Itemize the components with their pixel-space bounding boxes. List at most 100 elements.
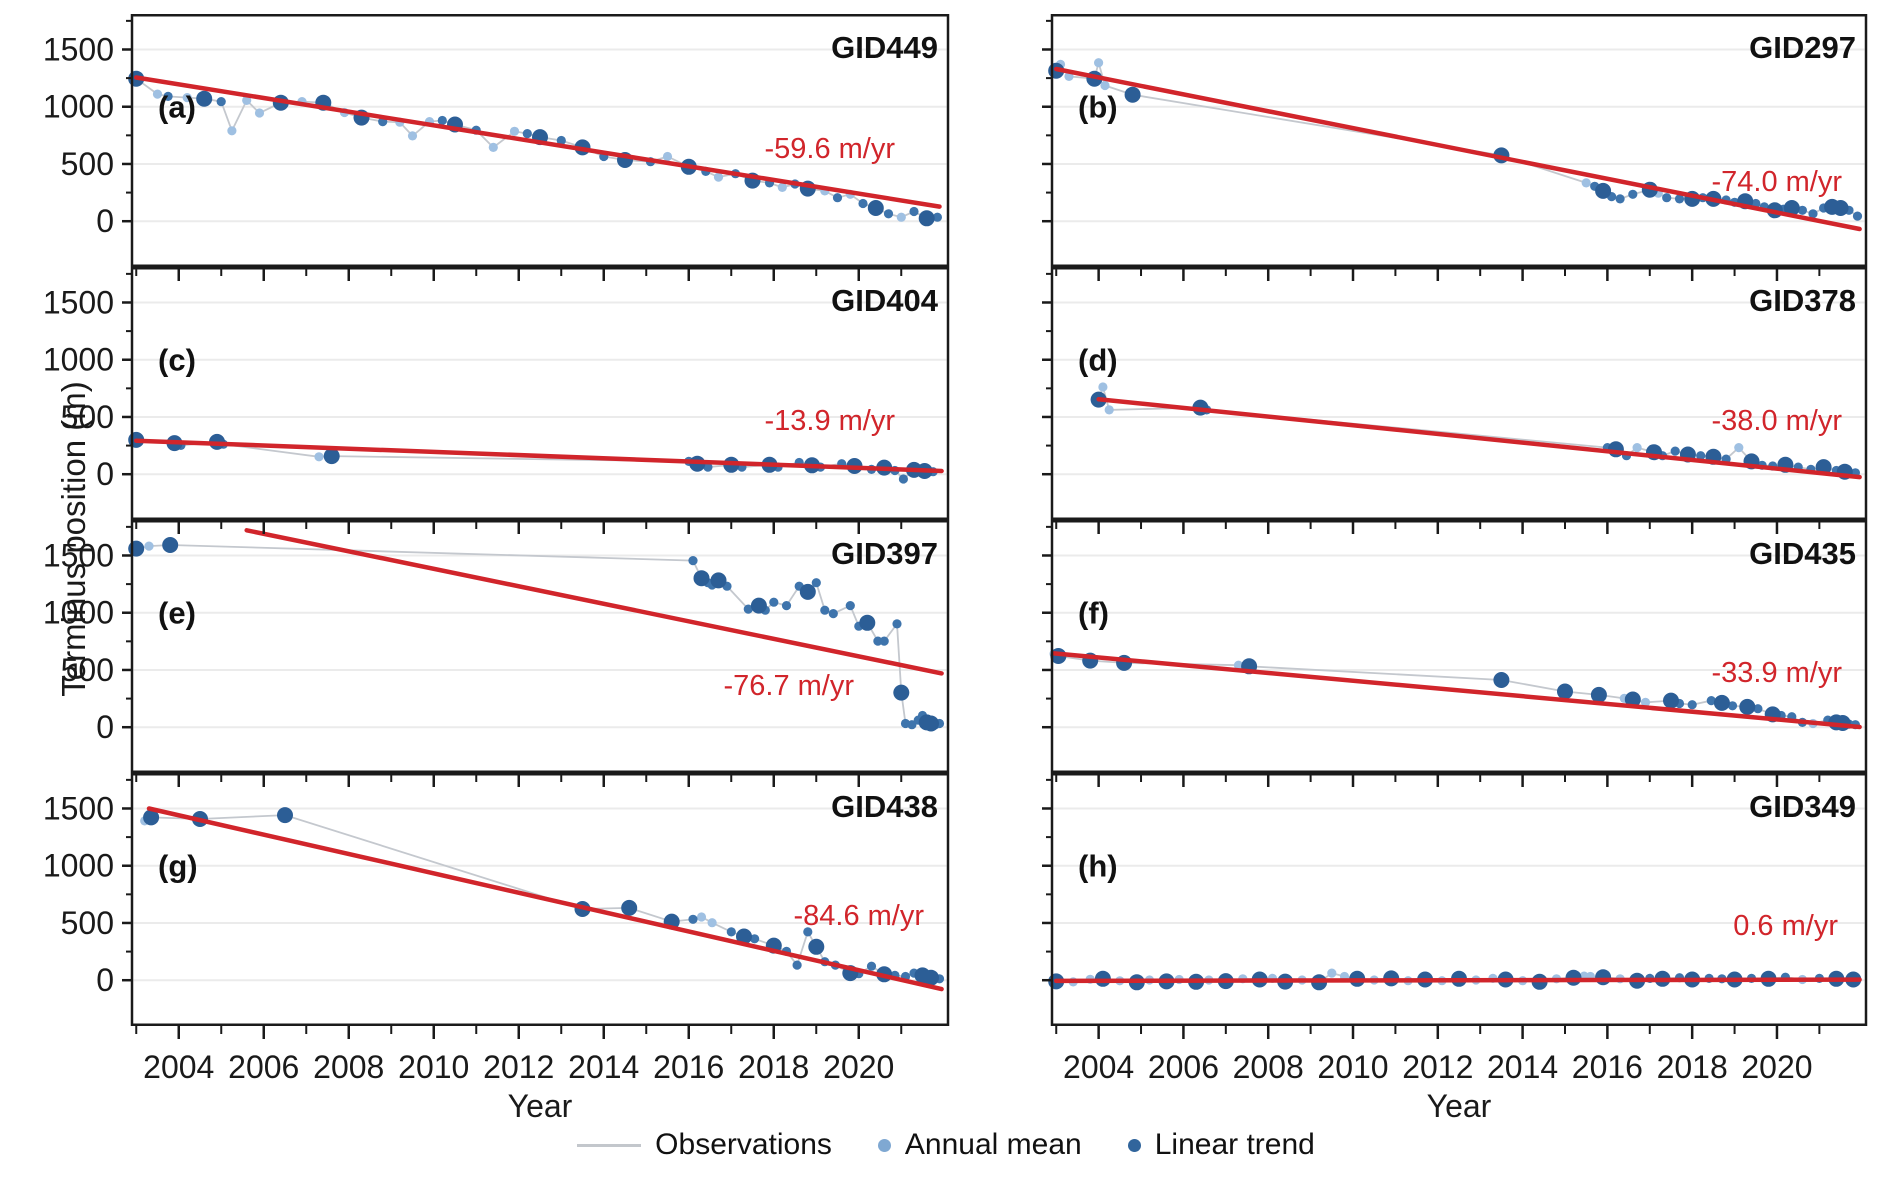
legend-label: Annual mean: [904, 1128, 1082, 1161]
trend-point: [688, 914, 698, 924]
annual-mean-point: [254, 108, 265, 118]
trend-point: [750, 934, 760, 944]
annual-mean-point: [1233, 660, 1244, 670]
trend-point: [726, 927, 736, 937]
annual-mean-point: [1098, 382, 1108, 392]
panel-gid-title: GID438: [831, 789, 938, 824]
panel-gid-title: GID378: [1749, 283, 1856, 318]
annual-mean-point: [182, 93, 192, 103]
trend-point: [743, 604, 753, 614]
annual-mean-point: [152, 89, 163, 99]
trend-point: [1696, 451, 1706, 461]
annual-mean-point: [713, 172, 724, 182]
trend-rate-label: -38.0 m/yr: [1711, 405, 1842, 437]
trend-point: [277, 807, 293, 824]
trend-point: [858, 198, 868, 209]
y-tick-label: 500: [61, 146, 114, 182]
trend-point: [323, 448, 340, 465]
trend-point: [808, 938, 825, 955]
trend-rate-label: -76.7 m/yr: [723, 670, 854, 702]
trend-point: [845, 601, 855, 611]
panel-letter: (h): [1078, 849, 1118, 884]
panel-border: [1050, 14, 1868, 267]
y-tick-label: 1000: [43, 342, 114, 378]
x-axis-label-right: Year: [1426, 1088, 1492, 1124]
trend-point: [1557, 683, 1573, 700]
trend-point: [909, 206, 919, 217]
annual-mean-point: [707, 918, 717, 928]
panel-border: [130, 267, 950, 520]
trend-point: [1595, 969, 1612, 986]
trend-point: [832, 193, 843, 203]
y-tick-label: 1500: [43, 31, 114, 67]
annual-mean-point: [488, 142, 498, 152]
trend-point: [1808, 209, 1818, 219]
x-tick-label: 2008: [1233, 1049, 1304, 1085]
annual-mean-point: [1632, 443, 1642, 453]
trend-point: [143, 809, 160, 826]
trend-point: [781, 601, 792, 611]
trend-line: [1053, 66, 1862, 232]
y-tick-label: 1000: [43, 848, 114, 884]
trend-point: [923, 715, 939, 732]
trend-point: [859, 614, 876, 631]
y-tick-label: 500: [61, 905, 114, 941]
trend-point: [1713, 694, 1730, 711]
y-tick-label: 1000: [43, 595, 114, 631]
panel-gid297: (b) GID297 -74.0 m/yr: [1042, 14, 1868, 267]
x-tick-label: 2020: [823, 1049, 894, 1085]
panel-gid397: 0 500 1000 1500 (e) GID397 -76.7 m/yr: [43, 520, 950, 773]
panel-letter: (g): [158, 849, 198, 884]
annual-mean-point: [1327, 968, 1337, 978]
annual-mean-point: [242, 95, 252, 105]
trend-point: [556, 135, 566, 146]
panel-border: [130, 773, 950, 1026]
annual-mean-point: [1734, 443, 1744, 453]
panel-gid438: 0 500 1000 1500 2004 2006 2008 2010 2012 2014 2016…: [43, 773, 950, 1085]
x-tick-label: 2006: [228, 1049, 299, 1085]
trend-point: [1832, 200, 1849, 216]
trend-point: [879, 636, 889, 646]
x-tick-label: 2008: [313, 1049, 384, 1085]
trend-point: [1124, 86, 1141, 103]
y-tick-label: 0: [96, 709, 114, 745]
trend-point: [750, 597, 767, 614]
annual-mean-point: [144, 541, 154, 551]
x-tick-label: 2020: [1741, 1049, 1812, 1085]
annual-mean-point: [777, 182, 787, 192]
trend-point: [898, 474, 909, 484]
trend-point: [216, 97, 226, 107]
trend-line: [133, 438, 944, 474]
y-tick-label: 1000: [43, 89, 114, 125]
x-tick-label: 2018: [1657, 1049, 1728, 1085]
trend-point: [1624, 691, 1641, 708]
y-tick-label: 1500: [43, 790, 114, 826]
trend-point: [866, 961, 877, 971]
trend-rate-label: 0.6 m/yr: [1733, 910, 1838, 942]
legend-item-observations: Observations: [577, 1128, 832, 1162]
annual-mean-point: [896, 212, 906, 222]
x-tick-label: 2018: [738, 1049, 809, 1085]
panel-border: [130, 520, 950, 773]
trend-point: [803, 927, 813, 937]
trend-rate-label: -33.9 m/yr: [1711, 657, 1842, 689]
trend-point: [1687, 700, 1697, 710]
trend-point: [883, 209, 894, 219]
trend-point: [1595, 182, 1612, 199]
trend-point: [1565, 969, 1582, 986]
trend-point: [693, 570, 710, 587]
trend-point: [1674, 194, 1685, 204]
linear-trend-dot-icon: [1127, 1138, 1141, 1152]
y-tick-label: 1500: [43, 284, 114, 320]
trend-point: [1628, 189, 1638, 199]
trend-point: [1706, 696, 1716, 706]
annual-mean-point: [1640, 697, 1651, 707]
panel-border: [1050, 520, 1868, 773]
trend-point: [799, 583, 816, 600]
trend-point: [1590, 686, 1607, 703]
trend-point: [873, 636, 883, 646]
y-tick-label: 0: [96, 456, 114, 492]
y-tick-label: 0: [96, 962, 114, 998]
y-tick-label: 500: [61, 399, 114, 435]
